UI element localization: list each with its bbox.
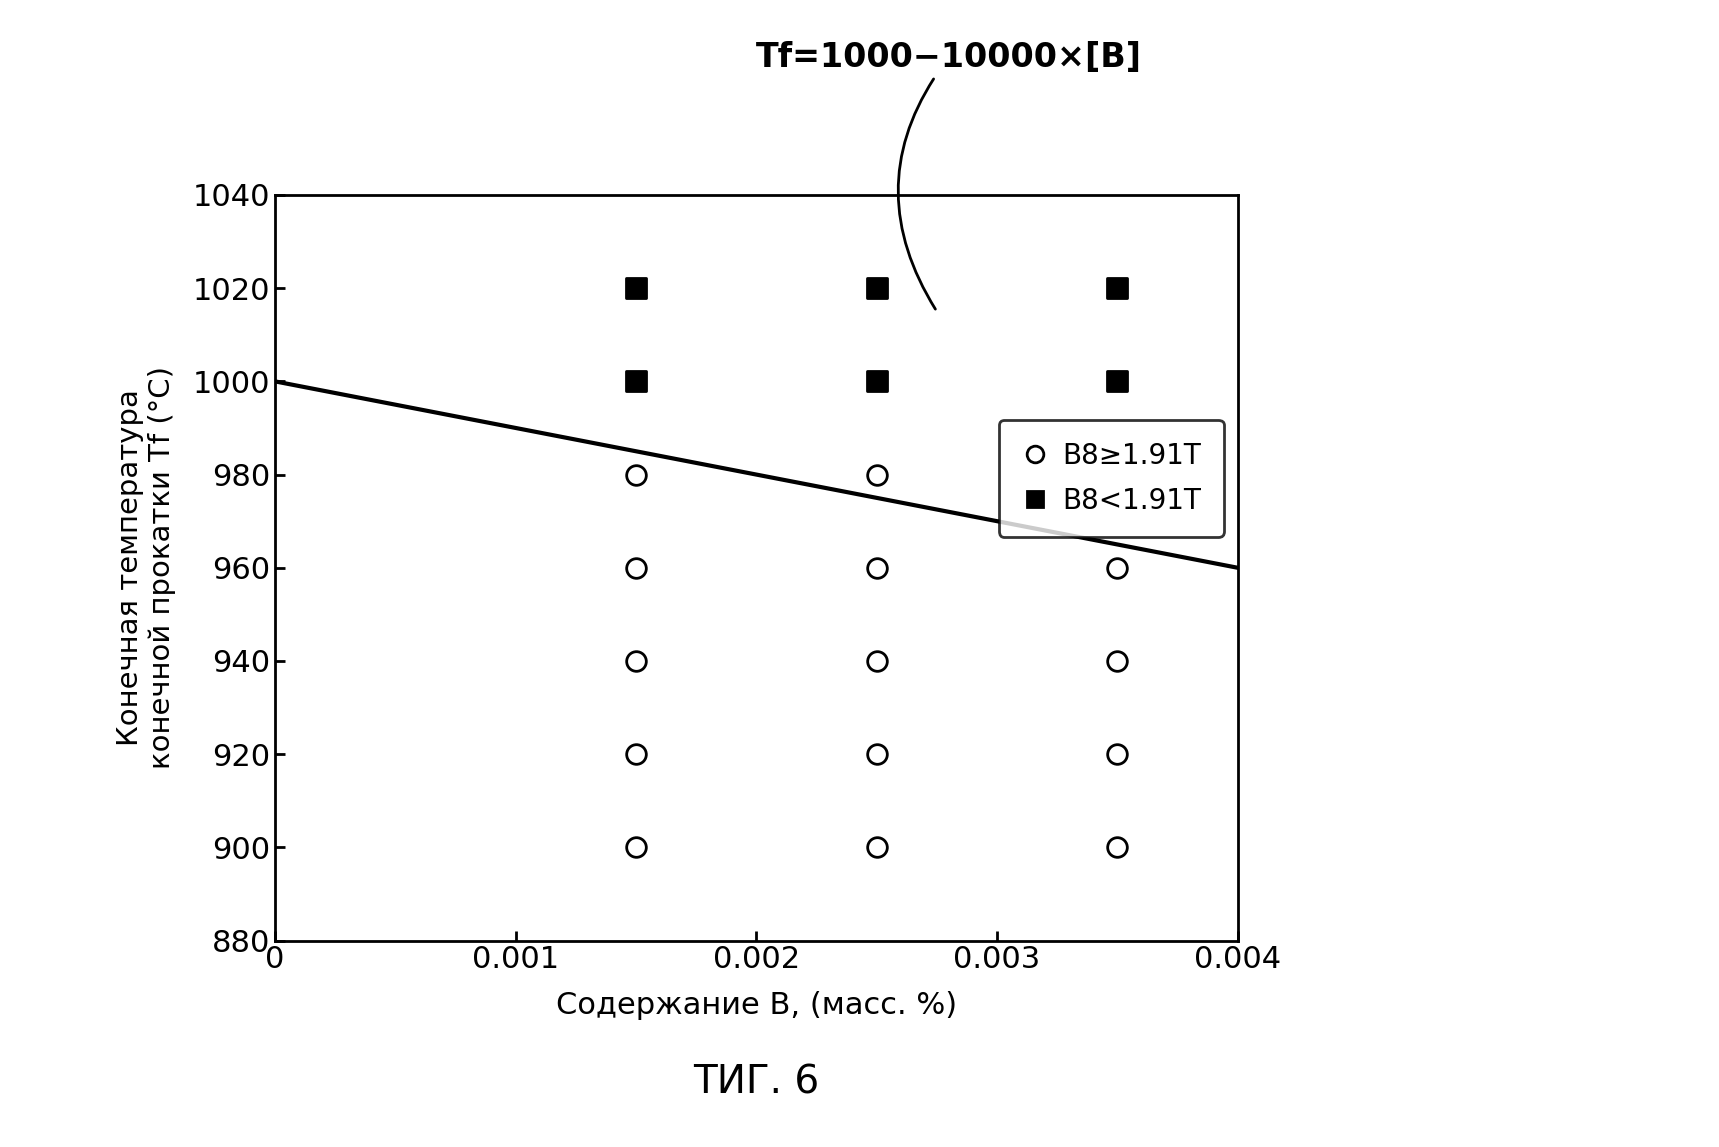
Point — [1104, 838, 1131, 857]
Point — [863, 373, 890, 391]
Point — [622, 279, 650, 297]
Point — [622, 559, 650, 577]
Point — [622, 373, 650, 391]
Point — [863, 746, 890, 764]
Legend: B8≥1.91T, B8<1.91T: B8≥1.91T, B8<1.91T — [999, 420, 1224, 537]
Point — [622, 746, 650, 764]
Point — [863, 559, 890, 577]
Point — [1104, 746, 1131, 764]
Y-axis label: Конечная температура
конечной прокатки Tf (°C): Конечная температура конечной прокатки T… — [115, 366, 175, 770]
Point — [863, 838, 890, 857]
Point — [622, 838, 650, 857]
Text: Tf=1000−10000×[B]: Tf=1000−10000×[B] — [756, 41, 1141, 310]
Point — [1104, 559, 1131, 577]
Point — [622, 651, 650, 670]
Point — [863, 651, 890, 670]
Point — [863, 466, 890, 484]
Text: ΤИГ. 6: ΤИГ. 6 — [693, 1063, 820, 1101]
Point — [1104, 373, 1131, 391]
Point — [863, 279, 890, 297]
Point — [1104, 651, 1131, 670]
X-axis label: Содержание B, (масс. %): Содержание B, (масс. %) — [555, 991, 957, 1020]
Point — [622, 466, 650, 484]
Point — [1104, 279, 1131, 297]
